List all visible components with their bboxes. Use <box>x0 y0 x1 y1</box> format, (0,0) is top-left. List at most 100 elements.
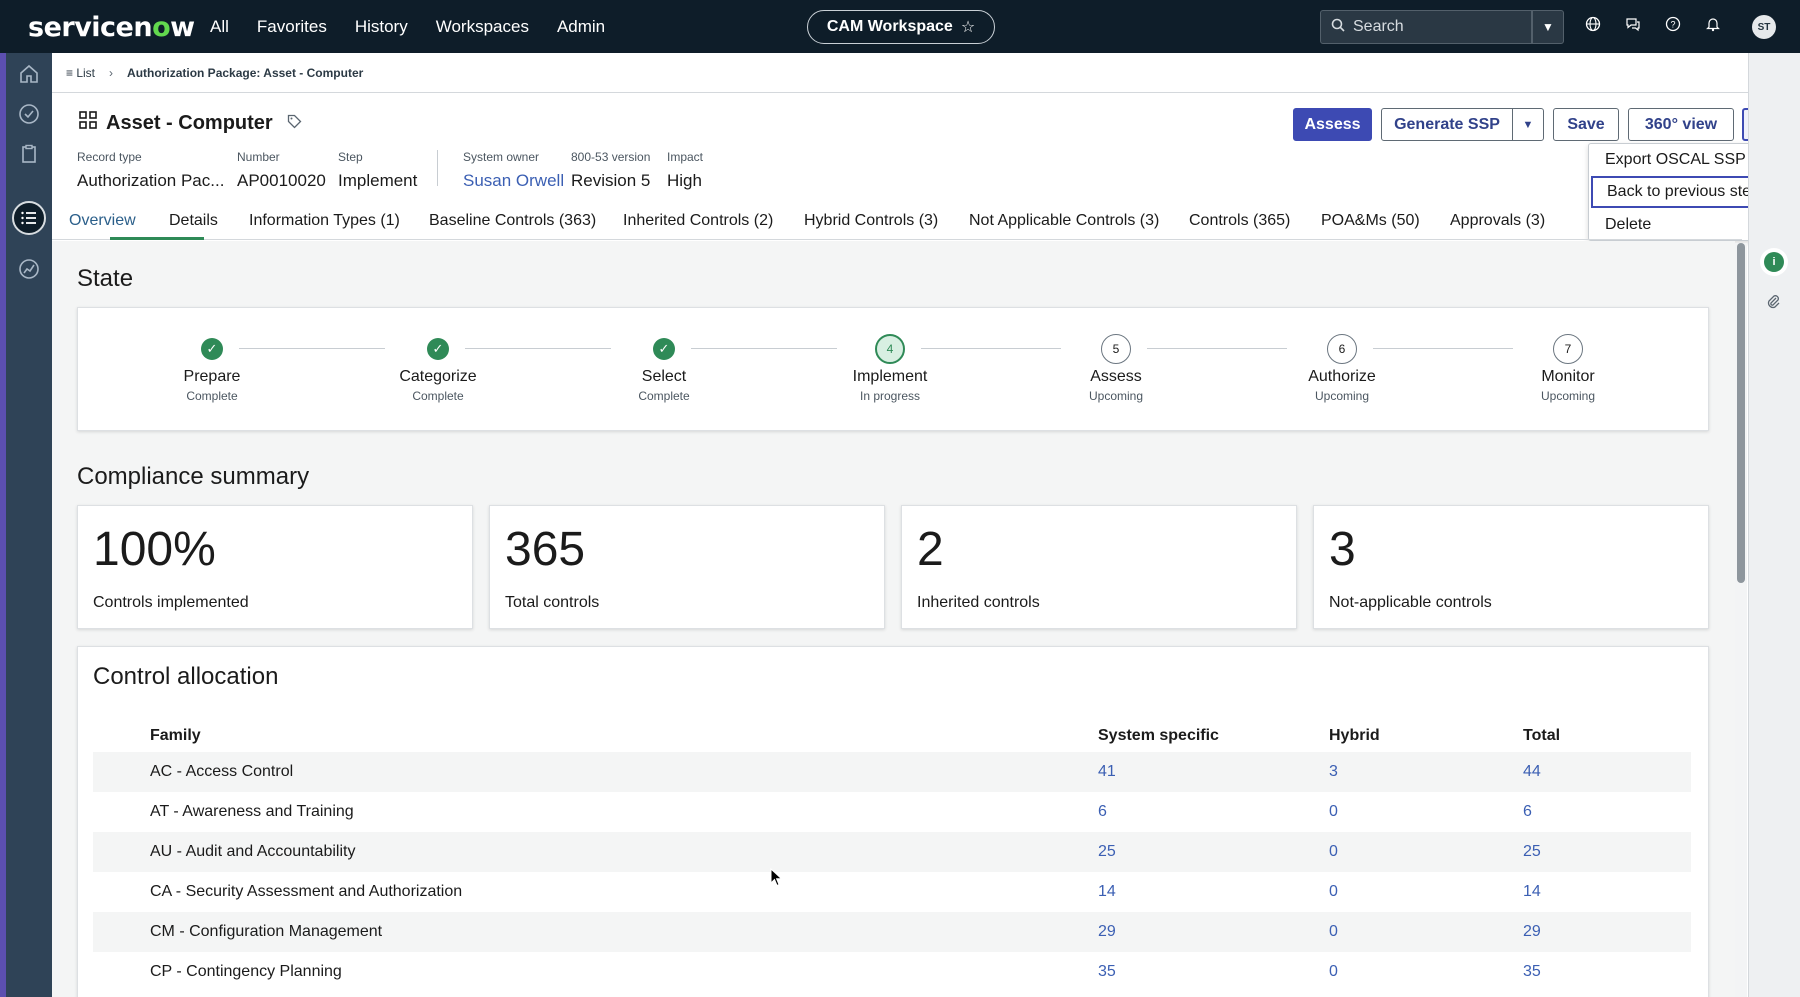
help-icon[interactable]: ? <box>1664 16 1682 37</box>
hybrid-link[interactable]: 0 <box>1329 843 1338 860</box>
generate-ssp-button[interactable]: Generate SSP <box>1381 108 1513 141</box>
menu-item-delete[interactable]: Delete <box>1605 216 1652 233</box>
360-view-button[interactable]: 360° view <box>1628 108 1734 141</box>
kpi-inherited-controls[interactable]: 2 Inherited controls <box>901 505 1297 629</box>
kpi-value: 100% <box>93 523 216 576</box>
state-title: State <box>77 265 134 292</box>
kpi-not-applicable-controls[interactable]: 3 Not-applicable controls <box>1313 505 1709 629</box>
column-header-hybrid[interactable]: Hybrid <box>1329 727 1380 744</box>
tab-poams[interactable]: POA&Ms (50) <box>1321 212 1420 229</box>
column-header-total[interactable]: Total <box>1523 727 1561 744</box>
search-icon <box>1331 18 1345 37</box>
tab-approvals[interactable]: Approvals (3) <box>1450 212 1546 229</box>
kpi-value: 365 <box>505 523 586 576</box>
step-status: Complete <box>638 389 690 403</box>
family-cell: AC - Access Control <box>150 763 294 780</box>
globe-icon[interactable] <box>1584 16 1602 37</box>
column-header-family[interactable]: Family <box>150 727 201 744</box>
generate-ssp-dropdown[interactable]: ▼ <box>1512 108 1544 141</box>
kpi-total-controls[interactable]: 365 Total controls <box>489 505 885 629</box>
assess-button[interactable]: Assess <box>1293 108 1372 141</box>
breadcrumb-list-link[interactable]: ≡ List <box>66 65 96 80</box>
system-specific-link[interactable]: 35 <box>1098 963 1116 980</box>
tab-details[interactable]: Details <box>169 212 218 229</box>
kpi-controls-implemented[interactable]: 100% Controls implemented <box>77 505 473 629</box>
table-row[interactable]: AU - Audit and Accountability 25 0 25 <box>93 832 1691 872</box>
kpi-label: Inherited controls <box>917 594 1040 611</box>
save-button[interactable]: Save <box>1553 108 1619 141</box>
step-name: Authorize <box>1308 368 1376 385</box>
nav-all[interactable]: All <box>210 16 229 36</box>
search-input[interactable]: Search <box>1320 10 1532 44</box>
tab-inherited-controls[interactable]: Inherited Controls (2) <box>623 212 774 229</box>
field-label: Step <box>338 150 363 164</box>
table-row[interactable]: AC - Access Control 41 3 44 <box>93 752 1691 792</box>
nav-workspaces[interactable]: Workspaces <box>435 16 529 36</box>
field-value: AP0010020 <box>237 171 326 190</box>
hybrid-link[interactable]: 0 <box>1329 883 1338 900</box>
kpi-value: 2 <box>917 523 944 576</box>
user-avatar[interactable]: ST <box>1752 15 1776 39</box>
system-specific-link[interactable]: 14 <box>1098 883 1116 900</box>
column-header-system-specific[interactable]: System specific <box>1098 727 1219 744</box>
tab-hybrid-controls[interactable]: Hybrid Controls (3) <box>804 212 939 229</box>
hybrid-link[interactable]: 0 <box>1329 803 1338 820</box>
step-categorize[interactable]: ✓ Categorize Complete <box>358 338 518 403</box>
nav-admin[interactable]: Admin <box>556 16 606 36</box>
step-assess[interactable]: 5 Assess Upcoming <box>1036 334 1196 403</box>
table-row[interactable]: AT - Awareness and Training 6 0 6 <box>93 792 1691 832</box>
table-row[interactable]: CA - Security Assessment and Authorizati… <box>93 872 1691 912</box>
table-row[interactable]: CM - Configuration Management 29 0 29 <box>93 912 1691 952</box>
system-specific-link[interactable]: 6 <box>1098 803 1107 820</box>
servicenow-logo[interactable]: servicenow <box>28 12 195 43</box>
tab-information-types[interactable]: Information Types (1) <box>249 212 400 229</box>
total-link[interactable]: 6 <box>1523 803 1532 820</box>
step-name: Select <box>641 368 687 385</box>
tab-not-applicable-controls[interactable]: Not Applicable Controls (3) <box>969 212 1160 229</box>
star-icon[interactable]: ☆ <box>960 19 976 36</box>
search-scope-dropdown[interactable]: ▼ <box>1532 10 1564 44</box>
bell-icon[interactable] <box>1704 16 1722 37</box>
home-icon[interactable] <box>16 61 42 87</box>
check-circle-icon[interactable] <box>16 101 42 127</box>
list-icon[interactable] <box>12 201 46 235</box>
nav-history[interactable]: History <box>354 16 408 36</box>
family-cell: CA - Security Assessment and Authorizati… <box>150 883 463 900</box>
step-name: Prepare <box>183 368 241 385</box>
total-link[interactable]: 14 <box>1523 883 1541 900</box>
hybrid-link[interactable]: 0 <box>1329 923 1338 940</box>
menu-item-export-oscal-ssp[interactable]: Export OSCAL SSP <box>1605 151 1746 168</box>
tab-baseline-controls[interactable]: Baseline Controls (363) <box>429 212 597 229</box>
step-select[interactable]: ✓ Select Complete <box>584 338 744 403</box>
workspace-selector[interactable]: CAM Workspace ☆ <box>807 10 995 44</box>
hybrid-link[interactable]: 3 <box>1329 763 1338 780</box>
check-icon: ✓ <box>653 338 675 360</box>
system-owner-link[interactable]: Susan Orwell <box>463 171 565 190</box>
step-monitor[interactable]: 7 Monitor Upcoming <box>1488 334 1648 403</box>
info-icon[interactable]: i <box>1764 252 1784 272</box>
field-record-type: Record type Authorization Pac... <box>77 150 224 191</box>
hybrid-link[interactable]: 0 <box>1329 963 1338 980</box>
step-implement[interactable]: 4 Implement In progress <box>810 334 970 403</box>
system-specific-link[interactable]: 41 <box>1098 763 1116 780</box>
system-specific-link[interactable]: 29 <box>1098 923 1116 940</box>
tag-icon[interactable] <box>287 114 302 133</box>
step-name: Implement <box>852 368 928 385</box>
table-row[interactable]: CP - Contingency Planning 35 0 35 <box>93 952 1691 992</box>
paperclip-icon[interactable] <box>1765 293 1781 314</box>
system-specific-link[interactable]: 25 <box>1098 843 1116 860</box>
analytics-icon[interactable] <box>16 256 42 282</box>
total-link[interactable]: 35 <box>1523 963 1541 980</box>
total-link[interactable]: 29 <box>1523 923 1541 940</box>
tab-controls[interactable]: Controls (365) <box>1189 212 1291 229</box>
chat-icon[interactable] <box>1624 16 1642 37</box>
tab-overview[interactable]: Overview <box>69 212 136 229</box>
step-prepare[interactable]: ✓ Prepare Complete <box>132 338 292 403</box>
search-placeholder: Search <box>1353 18 1404 35</box>
nav-favorites[interactable]: Favorites <box>256 16 327 36</box>
total-link[interactable]: 44 <box>1523 763 1541 780</box>
step-authorize[interactable]: 6 Authorize Upcoming <box>1262 334 1422 403</box>
total-link[interactable]: 25 <box>1523 843 1541 860</box>
clipboard-icon[interactable] <box>16 141 42 167</box>
scrollbar-thumb[interactable] <box>1737 243 1745 583</box>
